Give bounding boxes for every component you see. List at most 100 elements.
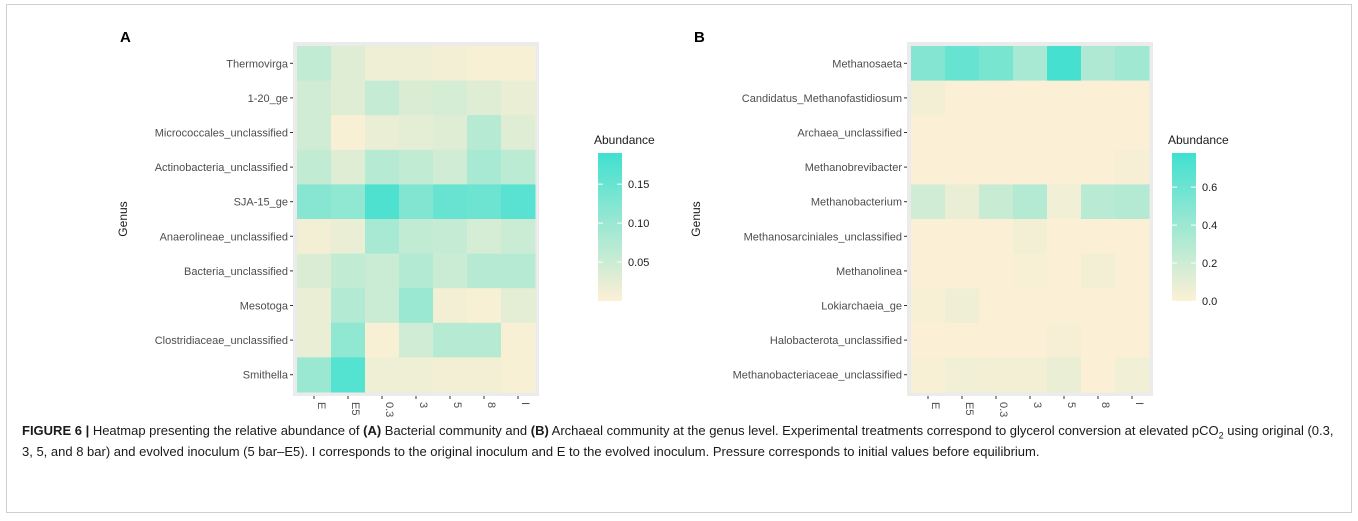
y-tick-label: Archaea_unclassified — [797, 128, 902, 140]
heatmap-cell — [1013, 288, 1048, 324]
legend-title: Abundance — [1168, 133, 1229, 147]
x-tick-label: I — [1133, 402, 1145, 405]
heatmap-cell — [297, 115, 332, 151]
x-tick-label: I — [519, 402, 531, 405]
heatmap-cell — [1115, 322, 1150, 358]
panel-a-bacteria: Thermovirga 1-20_ge Micrococcales_unclassi… — [116, 29, 655, 417]
heatmap-cell — [433, 149, 468, 185]
heatmap-cell — [331, 184, 366, 220]
heatmap-cell — [399, 184, 434, 220]
heatmap-cell — [467, 253, 502, 289]
heatmap-cell — [1115, 46, 1150, 82]
caption-lead: FIGURE 6 | — [22, 423, 90, 438]
heatmap-cell — [331, 46, 366, 82]
heatmap-cell — [399, 46, 434, 82]
heatmap-cell — [979, 357, 1014, 393]
heatmap-cell — [911, 288, 946, 324]
heatmap-cell — [501, 357, 536, 393]
heatmap-cell — [433, 184, 468, 220]
heatmap-cell — [501, 46, 536, 82]
heatmap-cell — [1081, 322, 1116, 358]
heatmap-cell — [1047, 219, 1082, 255]
heatmap-cell — [911, 149, 946, 185]
y-tick-label: Candidatus_Methanofastidiosum — [742, 93, 902, 105]
heatmap-cell — [331, 80, 366, 116]
heatmap-cell — [1115, 253, 1150, 289]
heatmap-cell — [979, 80, 1014, 116]
heatmap-cell — [1047, 46, 1082, 82]
heatmap-cell — [1115, 219, 1150, 255]
heatmap-cell — [1081, 115, 1116, 151]
x-tick-label: E — [315, 402, 327, 409]
y-tick-label: Thermovirga — [226, 58, 289, 70]
heatmap-cell — [331, 149, 366, 185]
heatmap-cell — [433, 80, 468, 116]
heatmap-cell — [945, 253, 980, 289]
heatmap-cell — [979, 253, 1014, 289]
heatmap-cell — [297, 322, 332, 358]
heatmap-cell — [297, 219, 332, 255]
legend-title: Abundance — [594, 133, 655, 147]
heatmap-cell — [979, 322, 1014, 358]
heatmap-cell — [399, 288, 434, 324]
heatmap-cell — [1115, 149, 1150, 185]
heatmap-cell — [1013, 115, 1048, 151]
heatmap-cell — [297, 80, 332, 116]
heatmap-cell — [365, 322, 400, 358]
y-tick-label: Methanosarciniales_unclassified — [744, 231, 902, 243]
heatmap-cell — [1115, 115, 1150, 151]
heatmap-cell — [399, 253, 434, 289]
heatmap-cell — [979, 149, 1014, 185]
y-tick-label: Methanolinea — [836, 266, 903, 278]
x-tick-label: 8 — [1099, 402, 1111, 408]
heatmap-cell — [433, 46, 468, 82]
caption-text-1: Heatmap presenting the relative abundanc… — [89, 423, 364, 438]
heatmap-cell — [945, 46, 980, 82]
heatmap-cell — [1081, 253, 1116, 289]
heatmap-cell — [1047, 184, 1082, 220]
heatmap-cell — [365, 80, 400, 116]
heatmap-cell — [1115, 288, 1150, 324]
heatmap-cell — [433, 357, 468, 393]
heatmap-cell — [979, 288, 1014, 324]
heatmap-cell — [399, 219, 434, 255]
caption-text-4: using original (0.3, 3, 5, and 8 bar) an… — [22, 423, 1334, 459]
heatmap-cell — [911, 322, 946, 358]
y-tick-label: Methanobrevibacter — [805, 162, 903, 174]
heatmap-cell — [1047, 288, 1082, 324]
y-axis-title: Genus — [689, 201, 703, 236]
heatmap-cell — [945, 115, 980, 151]
legend-tick-label: 0.6 — [1202, 182, 1217, 194]
heatmap-cell — [297, 357, 332, 393]
x-tick-label: E5 — [349, 402, 361, 415]
heatmap-cell — [365, 184, 400, 220]
heatmap-cell — [467, 115, 502, 151]
heatmap-cell — [433, 219, 468, 255]
heatmap-cell — [945, 184, 980, 220]
heatmap-cell — [1081, 219, 1116, 255]
heatmap-cell — [331, 115, 366, 151]
heatmap-cell — [911, 115, 946, 151]
heatmap-cell — [1047, 115, 1082, 151]
heatmap-cell — [399, 357, 434, 393]
heatmap-cell — [1081, 184, 1116, 220]
y-tick-label: Methanosaeta — [832, 58, 903, 70]
y-tick-label: 1-20_ge — [248, 93, 288, 105]
heatmap-cell — [1013, 80, 1048, 116]
heatmap-cell — [1013, 149, 1048, 185]
x-tick-label: 8 — [485, 402, 497, 408]
heatmap-cell — [979, 46, 1014, 82]
figure-frame — [6, 4, 1352, 513]
y-tick-label: Anaerolineae_unclassified — [160, 231, 288, 243]
heatmap-cell — [1081, 149, 1116, 185]
heatmap-cell — [979, 219, 1014, 255]
heatmap-cell — [501, 219, 536, 255]
heatmap-cell — [979, 184, 1014, 220]
heatmap-cell — [1013, 322, 1048, 358]
heatmap-cell — [297, 253, 332, 289]
heatmap-cell — [365, 115, 400, 151]
heatmap-cell — [911, 219, 946, 255]
heatmap-cell — [1081, 80, 1116, 116]
y-tick-label: Bacteria_unclassified — [184, 266, 288, 278]
legend-colorbar — [1172, 153, 1196, 301]
